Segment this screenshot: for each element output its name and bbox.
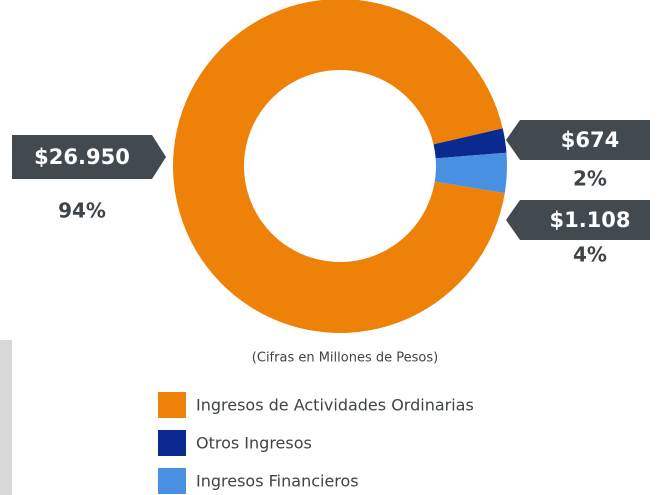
donut-slice (173, 0, 505, 333)
legend-label: Otros Ingresos (196, 434, 312, 453)
value-label: $26.950 (34, 145, 130, 169)
donut-slice (433, 128, 507, 159)
side-bar (0, 340, 12, 495)
legend-swatch (158, 430, 186, 456)
donut (173, 0, 507, 333)
legend-swatch (158, 392, 186, 418)
legend-label: Ingresos de Actividades Ordinarias (196, 396, 474, 415)
percent-label: 4% (573, 243, 607, 267)
callouts: $26.950 94% $674 2% $1.108 4% (12, 120, 650, 267)
callout-box (506, 200, 650, 240)
subtitle: (Cifras en Millones de Pesos) (252, 351, 438, 366)
donut-slice (434, 152, 507, 194)
value-label: $674 (561, 128, 619, 152)
callout-box (12, 135, 166, 179)
callout-box (506, 120, 650, 160)
percent-label: 94% (58, 199, 106, 223)
legend-label: Ingresos Financieros (196, 472, 359, 491)
legend: Ingresos de Actividades Ordinarias Otros … (158, 392, 474, 494)
percent-label: 2% (573, 167, 607, 191)
value-label: $1.108 (549, 208, 630, 232)
legend-swatch (158, 468, 186, 494)
